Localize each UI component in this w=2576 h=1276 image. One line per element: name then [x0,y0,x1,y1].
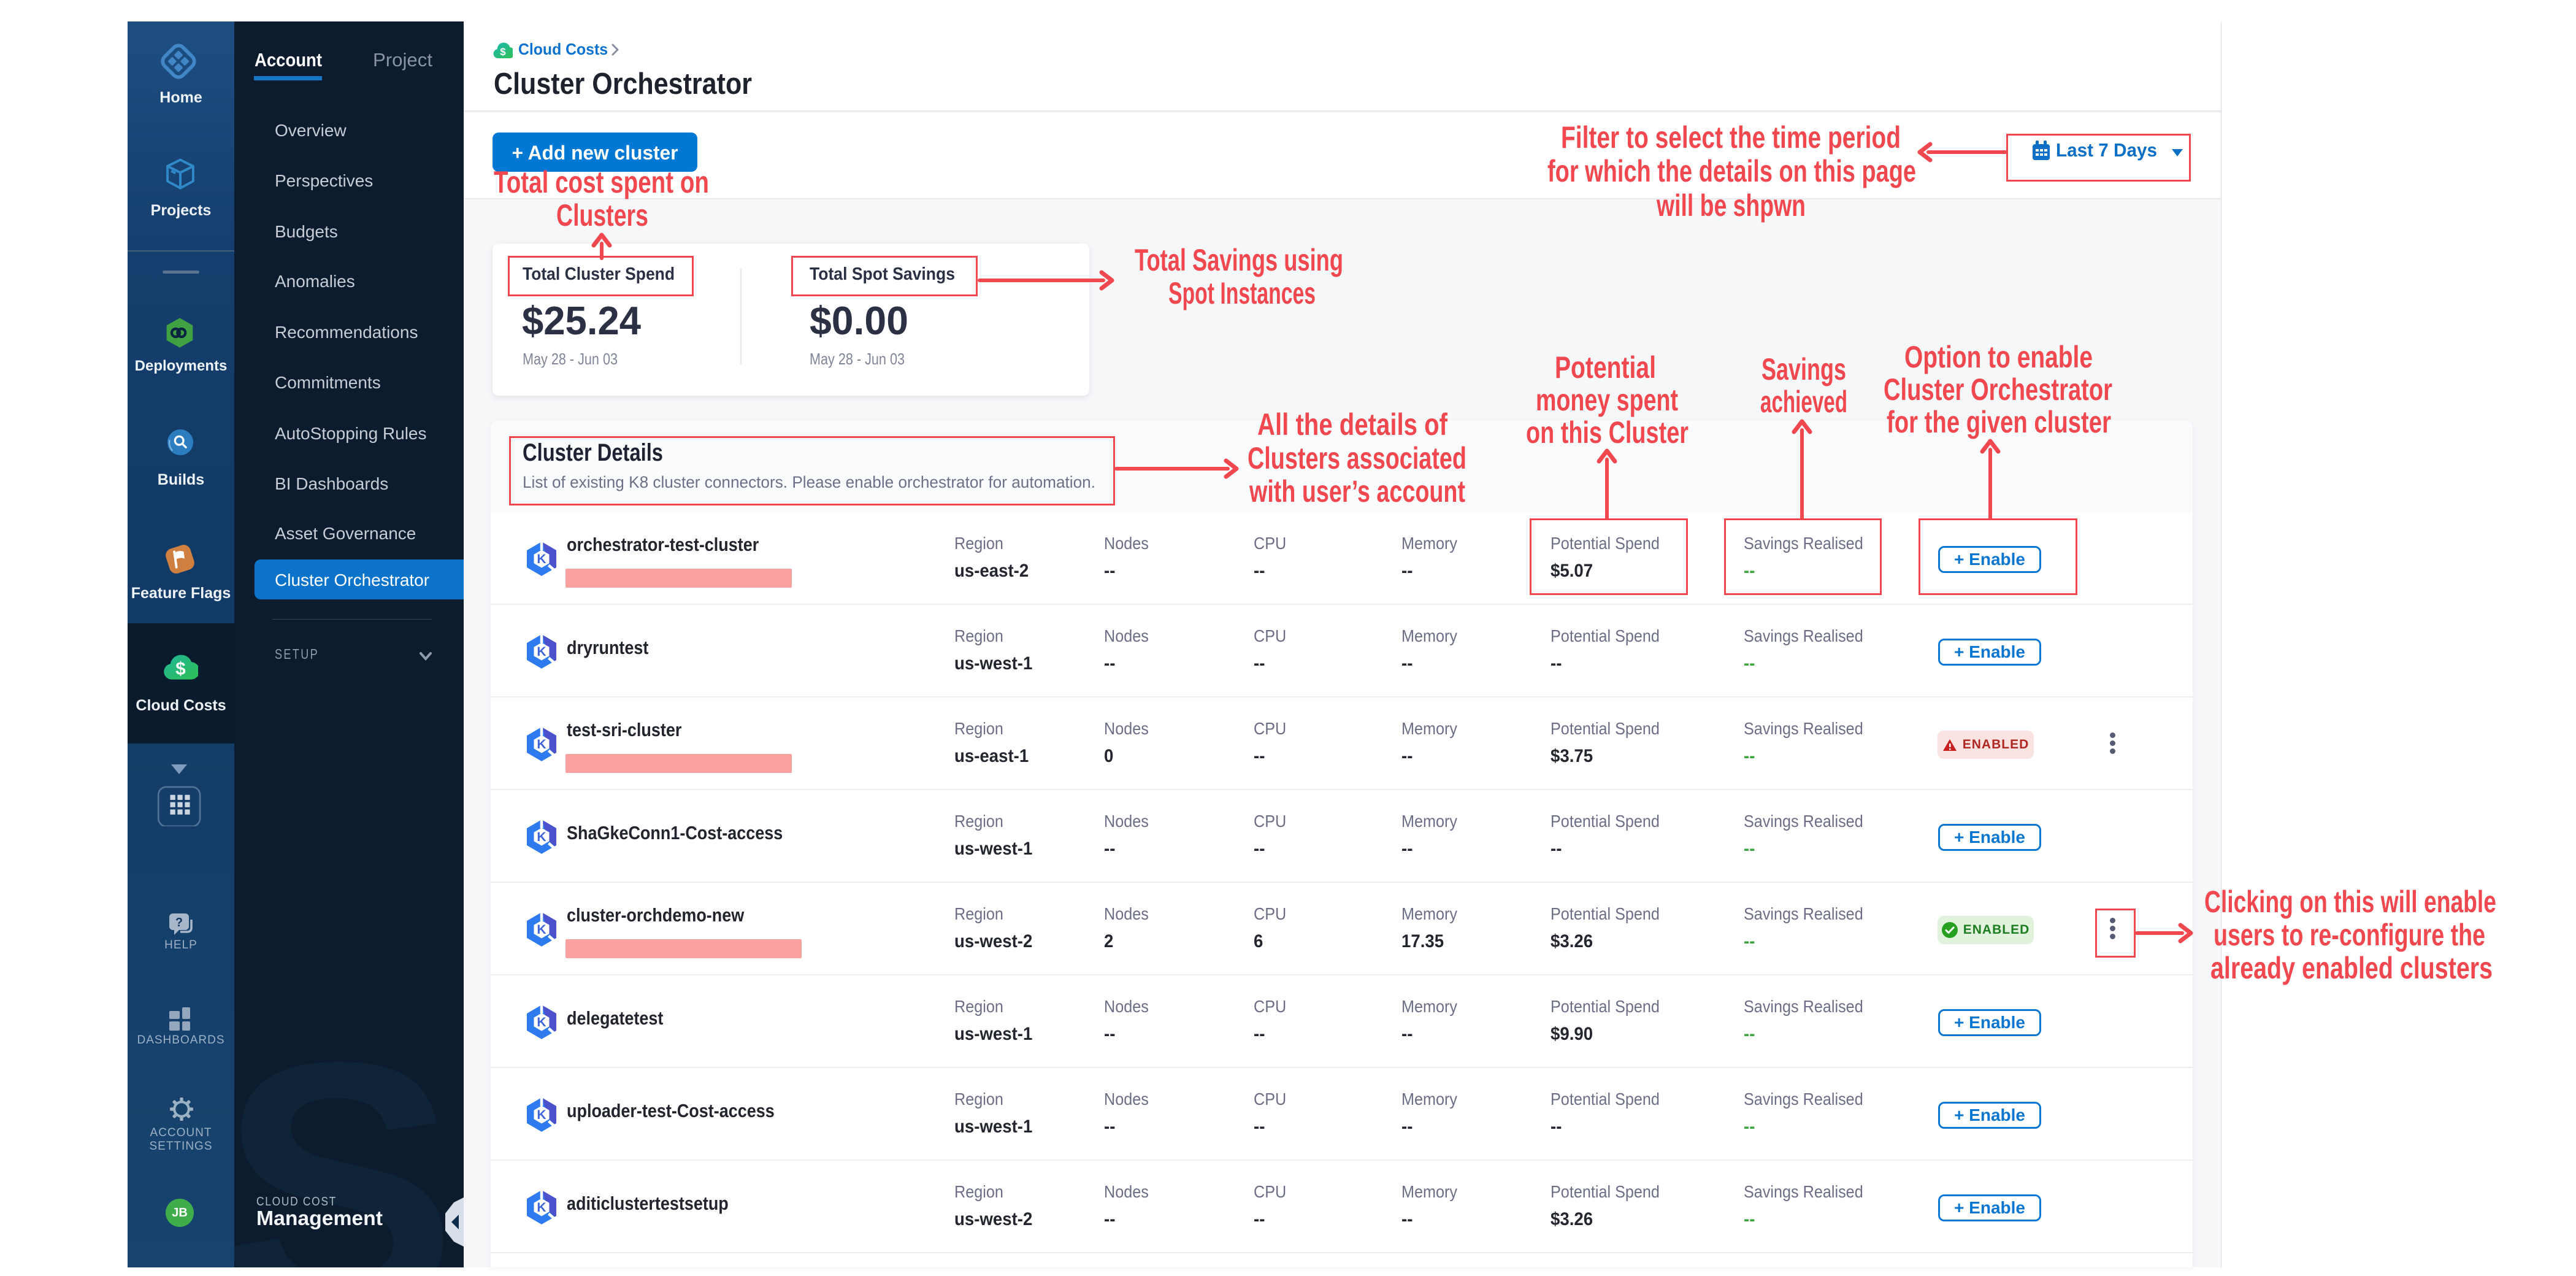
svg-text:K: K [537,1108,546,1122]
svg-text:K: K [537,552,546,566]
svg-text:K: K [537,1201,546,1215]
svg-text:$: $ [175,659,185,679]
svg-text:$: $ [500,46,506,58]
svg-text:K: K [537,923,546,937]
svg-text:K: K [537,737,546,751]
svg-text:K: K [537,1015,546,1029]
svg-text:K: K [537,645,546,659]
svg-text:K: K [537,830,546,844]
svg-text:?: ? [175,916,183,929]
